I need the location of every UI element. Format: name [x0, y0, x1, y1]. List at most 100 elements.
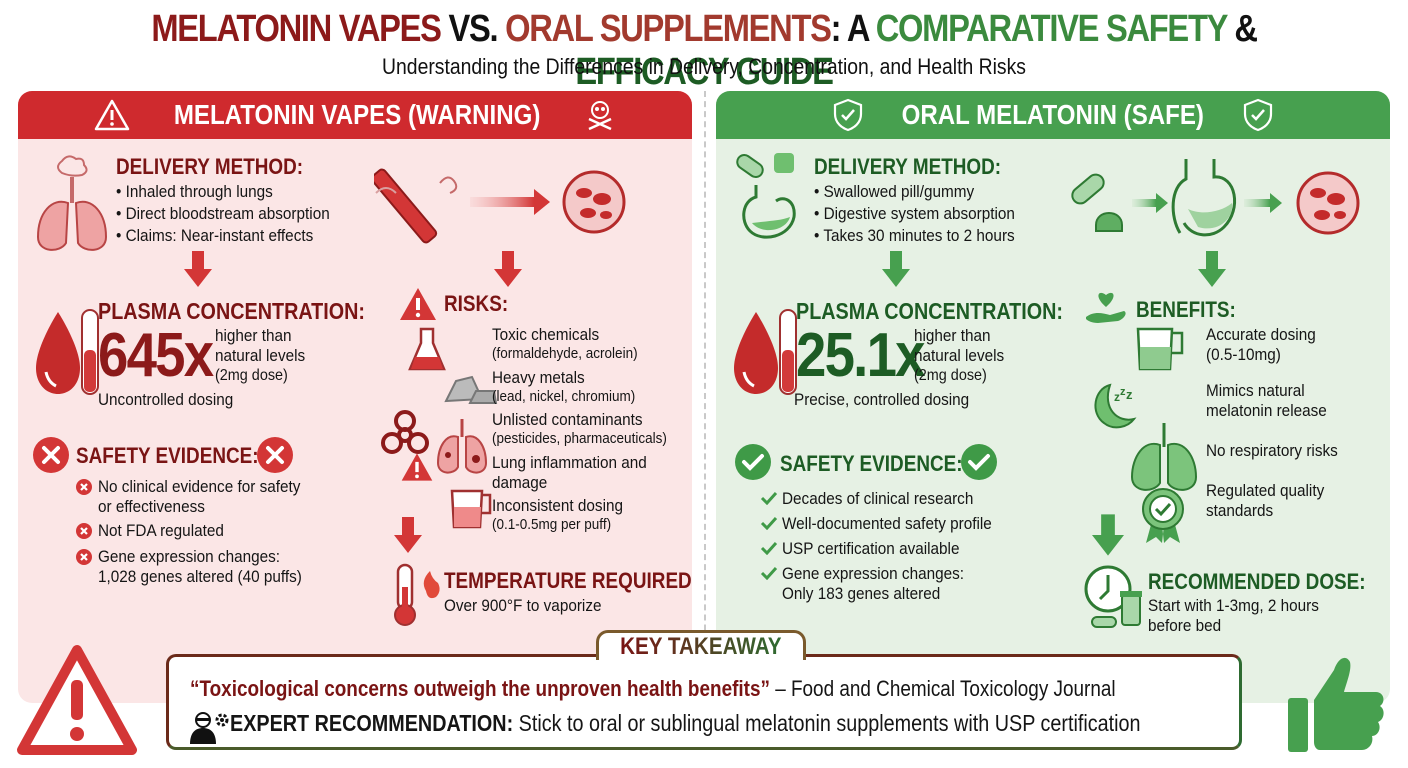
big-warning-icon	[17, 645, 137, 755]
benefit-item: Accurate dosing	[1206, 325, 1316, 344]
oral-plasma-title: PLASMA CONCENTRATION:	[796, 298, 1064, 324]
x-circle-icon	[33, 437, 69, 473]
svg-text:z: z	[1126, 387, 1133, 402]
title-vs: VS.	[440, 8, 506, 50]
benefit-item: Regulated quality	[1206, 481, 1325, 500]
arrow-down-icon	[882, 251, 910, 287]
check-circle-icon	[735, 444, 771, 480]
shield-check-icon	[834, 98, 863, 132]
vape-pen-icon	[374, 168, 438, 244]
oral-safety-item: Well-documented safety profile	[782, 514, 992, 533]
risk-item-title: Inconsistent dosing	[492, 496, 623, 515]
check-icon	[760, 516, 778, 530]
capsule-icon	[1071, 173, 1105, 205]
blood-cells-icon	[1296, 171, 1360, 235]
risk-item-title: Toxic chemicals	[492, 325, 600, 344]
svg-text:z: z	[1120, 386, 1126, 398]
dose-text: Start with 1-3mg, 2 hours	[1148, 596, 1319, 615]
benefit-item: melatonin release	[1206, 401, 1327, 420]
vapes-safety-item: Not FDA regulated	[98, 521, 224, 540]
oral-header-title: ORAL MELATONIN (SAFE)	[901, 99, 1205, 130]
heart-hand-icon	[1086, 292, 1126, 323]
vape-to-blood-flow	[374, 168, 626, 244]
oral-header: ORAL MELATONIN (SAFE)	[716, 91, 1390, 139]
biohazard-icon	[381, 410, 429, 454]
thermometer-fire-icon	[394, 563, 440, 626]
svg-text:z: z	[1114, 390, 1120, 404]
vapes-plasma-desc: (2mg dose)	[215, 367, 288, 384]
gummy-icon	[1095, 212, 1123, 232]
key-takeaway-tab: KEY TAKEAWAY	[596, 630, 806, 660]
shield-check-icon	[1243, 98, 1272, 132]
benefit-item: standards	[1206, 501, 1274, 520]
check-icon	[760, 491, 778, 505]
lungs-smoke-icon	[36, 155, 108, 251]
damaged-lungs-icon	[436, 419, 488, 474]
x-bullet-icon	[76, 549, 92, 565]
title-a: : A	[830, 8, 876, 50]
blood-cells-icon	[562, 170, 626, 234]
thumbs-up-icon	[1288, 657, 1384, 752]
page-subtitle: Understanding the Differences in Deliver…	[382, 54, 1026, 79]
pill-stomach-icon	[736, 153, 796, 239]
temperature-value: Over 900°F to vaporize	[444, 596, 602, 615]
takeaway-source: – Food and Chemical Toxicology Journal	[769, 676, 1116, 701]
vapes-safety-item: Gene expression changes:	[98, 547, 281, 566]
title-amp: &	[1226, 8, 1258, 50]
stomach-icon	[1171, 159, 1237, 237]
vapes-delivery-bullet: • Direct bloodstream absorption	[116, 204, 330, 223]
oral-plasma-note: Precise, controlled dosing	[794, 390, 970, 409]
oral-panel: ORAL MELATONIN (SAFE) DELIVERY METHOD: •…	[716, 91, 1390, 703]
healthy-lungs-icon	[1130, 423, 1198, 491]
risk-item-sub: (lead, nickel, chromium)	[492, 388, 636, 405]
x-bullet-icon	[76, 523, 92, 539]
measuring-cup-icon	[1136, 327, 1184, 371]
risks-title: RISKS:	[444, 291, 509, 316]
clock-pill-bottle-icon	[1084, 565, 1142, 628]
title-comparative: COMPARATIVE SAFETY	[875, 8, 1228, 50]
vapes-header-title: MELATONIN VAPES (WARNING)	[173, 99, 541, 130]
panel-divider	[704, 91, 706, 701]
takeaway-quote-line: “Toxicological concerns outweigh the unp…	[190, 676, 1116, 702]
oral-safety-item: Only 183 genes altered	[782, 584, 941, 603]
x-circle-icon	[257, 437, 293, 473]
vapes-panel: MELATONIN VAPES (WARNING) DELIVERY METHO…	[18, 91, 692, 703]
vapes-header: MELATONIN VAPES (WARNING)	[18, 91, 692, 139]
oral-plasma-desc: (2mg dose)	[914, 367, 987, 384]
benefits-title: BENEFITS:	[1136, 297, 1236, 322]
title-oral: ORAL SUPPLEMENTS	[505, 8, 832, 50]
oral-plasma-desc: natural levels	[914, 346, 1005, 365]
arrow-down-icon	[1092, 514, 1124, 556]
takeaway-quote: “Toxicological concerns outweigh the unp…	[190, 676, 770, 701]
skull-crossbones-icon	[588, 101, 612, 131]
pill-to-blood-flow	[1071, 159, 1360, 237]
page-title: MELATONIN VAPES VS. ORAL SUPPLEMENTS: A …	[99, 8, 1310, 94]
benefit-item: Mimics natural	[1206, 381, 1305, 400]
temperature-title: TEMPERATURE REQUIRED:	[444, 568, 692, 593]
vapes-plasma-desc: natural levels	[215, 346, 306, 365]
vapes-plasma-value: 645x	[98, 321, 214, 390]
oral-safety-item: Gene expression changes:	[782, 564, 965, 583]
benefit-item: No respiratory risks	[1206, 441, 1338, 460]
quality-badge-icon	[1142, 488, 1184, 543]
oral-delivery-bullet: • Digestive system absorption	[814, 204, 1015, 223]
risk-item-title: Heavy metals	[492, 368, 585, 387]
check-circle-icon	[961, 444, 997, 480]
blood-drop-thermometer-icon	[734, 309, 797, 395]
vapes-plasma-note: Uncontrolled dosing	[98, 390, 234, 409]
arrow-down-icon	[494, 251, 522, 287]
oral-safety-item: USP certification available	[782, 539, 960, 558]
risk-item-sub: (pesticides, pharmaceuticals)	[492, 430, 667, 447]
warning-triangle-icon	[94, 99, 130, 131]
vapes-delivery-title: DELIVERY METHOD:	[116, 154, 304, 179]
oral-plasma-value: 25.1x	[796, 321, 925, 390]
vapes-delivery-bullet: • Claims: Near-instant effects	[116, 226, 314, 245]
flask-icon	[408, 327, 446, 371]
oral-plasma-desc: higher than	[914, 326, 991, 345]
warning-triangle-icon	[400, 288, 436, 320]
oral-safety-title: SAFETY EVIDENCE:	[780, 451, 963, 476]
key-takeaway-label: KEY TAKEAWAY	[620, 633, 782, 660]
doctor-gear-icon	[190, 712, 229, 744]
metal-ingots-icon	[444, 375, 498, 404]
arrow-down-icon	[394, 517, 422, 553]
